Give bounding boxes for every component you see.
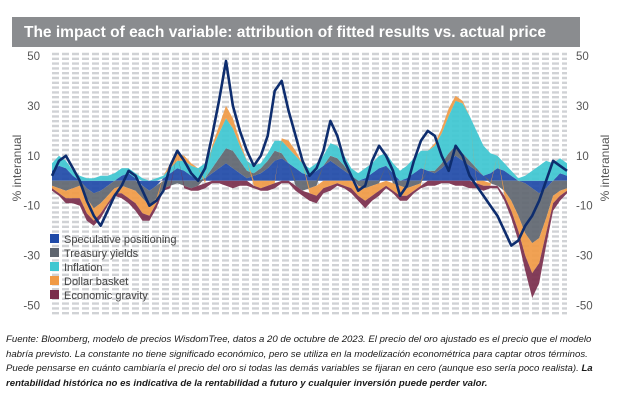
y-ticks: 50 50 30 30 10 10 -10 -10 -30 -30 -50 -50 xyxy=(23,51,592,313)
chart-title-bar xyxy=(12,17,580,47)
legend-label: Inflation xyxy=(64,262,103,274)
y-tick-label-right: -50 xyxy=(576,301,593,313)
y-tick-label-left: -10 xyxy=(23,201,40,213)
legend-label: Treasury yields xyxy=(64,248,139,260)
legend-label: Dollar basket xyxy=(64,276,128,288)
area-speculative-positioning xyxy=(52,155,567,194)
y-axis-label-left: % interanual xyxy=(10,135,24,202)
legend: Speculative positioning Treasury yields In… xyxy=(50,234,177,302)
actual-price-line xyxy=(50,59,568,247)
area-treasury-yields xyxy=(52,145,567,244)
stacked-areas xyxy=(52,95,567,298)
y-tick-label-right: 30 xyxy=(576,101,589,113)
y-tick-label-left: 10 xyxy=(27,151,40,163)
y-tick-label-left: -30 xyxy=(23,251,40,263)
y-tick-label-right: 50 xyxy=(576,51,589,63)
legend-swatch xyxy=(50,276,59,285)
y-axis-label-right: % interanual xyxy=(598,135,612,202)
y-tick-label-right: -30 xyxy=(576,251,593,263)
y-tick-label-right: 10 xyxy=(576,151,589,163)
source-caption: Fuente: Bloomberg, modelo de precios Wis… xyxy=(6,333,616,391)
chart: The impact of each variable: attribution… xyxy=(10,17,612,315)
chart-title: The impact of each variable: attribution… xyxy=(24,24,546,41)
legend-swatch xyxy=(50,290,59,299)
y-tick-label-left: -50 xyxy=(23,301,40,313)
legend-swatch xyxy=(50,234,59,243)
area-inflation xyxy=(52,100,567,181)
gridlines xyxy=(52,52,567,315)
legend-swatch xyxy=(50,262,59,271)
legend-swatch xyxy=(50,248,59,257)
legend-label: Economic gravity xyxy=(64,290,148,302)
caption-disclaimer: La rentabilidad histórica no es indicati… xyxy=(6,363,593,389)
y-tick-label-left: 30 xyxy=(27,101,40,113)
y-tick-label-left: 50 xyxy=(27,51,40,63)
caption-source-text: Fuente: Bloomberg, modelo de precios Wis… xyxy=(6,334,592,375)
y-tick-label-right: -10 xyxy=(576,201,593,213)
line-actual-price xyxy=(50,59,568,247)
legend-label: Speculative positioning xyxy=(64,234,177,246)
